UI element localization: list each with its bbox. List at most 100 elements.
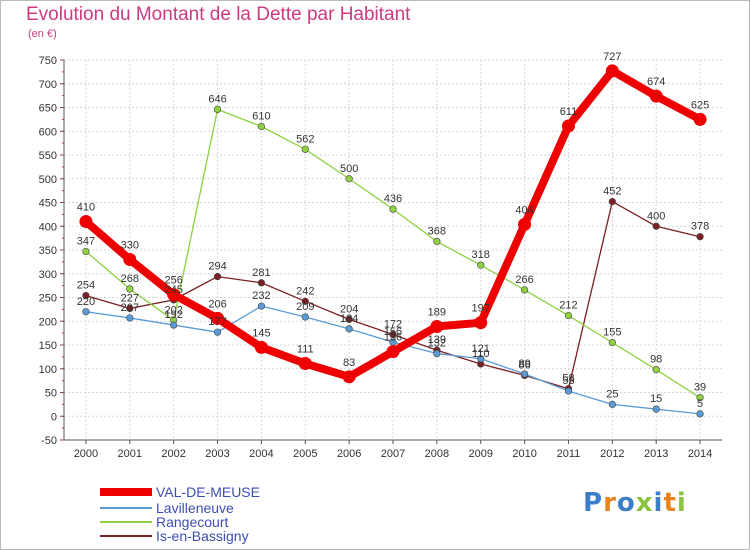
data-label-val-de-meuse: 206 [208, 298, 226, 310]
series-lines [79, 64, 707, 418]
data-point-is-en-bassigny [652, 222, 660, 230]
data-label-is-en-bassigny: 452 [603, 186, 621, 198]
y-tick-label: 50 [45, 388, 57, 400]
x-tick-label: 2006 [337, 448, 361, 460]
data-label-is-en-bassigny: 86 [518, 359, 530, 371]
data-point-val-de-meuse [605, 64, 619, 78]
data-point-lavilleneuve [345, 325, 353, 333]
legend-swatch-lavilleneuve [100, 507, 152, 509]
data-point-is-en-bassigny [345, 315, 353, 323]
data-point-lavilleneuve [477, 355, 485, 363]
axes: 7507006506005505004504003503002502001501… [39, 55, 722, 460]
legend-label: Rangecourt [156, 514, 229, 530]
x-tick-label: 2005 [293, 448, 317, 460]
data-label-val-de-meuse: 197 [472, 303, 490, 315]
data-label-rangecourt: 268 [121, 273, 139, 285]
data-point-val-de-meuse [693, 112, 707, 126]
data-labels: 254 227 245 294 281 242 204 172 139 110 86 58 452 400… [77, 51, 709, 410]
data-point-val-de-meuse [430, 319, 444, 333]
data-label-val-de-meuse: 625 [691, 99, 709, 111]
y-tick-label: 300 [39, 269, 57, 281]
y-tick-label: 400 [39, 221, 57, 233]
data-label-rangecourt: 266 [515, 274, 533, 286]
data-label-rangecourt: 98 [650, 354, 662, 366]
data-label-val-de-meuse: 136 [384, 332, 402, 344]
data-label-lavilleneuve: 89 [518, 358, 530, 370]
data-label-val-de-meuse: 330 [121, 240, 139, 252]
data-label-rangecourt: 39 [694, 382, 706, 394]
x-tick-label: 2009 [468, 448, 492, 460]
data-label-rangecourt: 610 [252, 111, 270, 123]
data-label-is-en-bassigny: 400 [647, 210, 665, 222]
x-tick-label: 2014 [688, 448, 712, 460]
data-label-is-en-bassigny: 378 [691, 221, 709, 233]
data-label-lavilleneuve: 177 [208, 316, 226, 328]
data-point-val-de-meuse [254, 340, 268, 354]
data-point-is-en-bassigny [82, 292, 90, 300]
x-tick-label: 2010 [512, 448, 536, 460]
legend-label: Is-en-Bassigny [156, 528, 249, 544]
data-label-lavilleneuve: 207 [121, 302, 139, 314]
data-point-rangecourt [564, 311, 573, 320]
logo-letter: i [653, 488, 664, 518]
data-label-lavilleneuve: 232 [252, 290, 270, 302]
x-tick-label: 2000 [74, 448, 98, 460]
data-point-lavilleneuve [433, 349, 441, 358]
data-point-lavilleneuve [213, 328, 222, 336]
data-point-lavilleneuve [696, 410, 704, 418]
data-label-is-en-bassigny: 172 [384, 319, 402, 331]
data-point-val-de-meuse [649, 89, 663, 103]
data-label-rangecourt: 436 [384, 193, 402, 205]
data-point-is-en-bassigny [257, 279, 266, 287]
data-label-lavilleneuve: 220 [77, 296, 95, 308]
data-point-rangecourt [433, 237, 441, 246]
y-tick-label: 150 [39, 340, 57, 352]
logo-letter: r [603, 488, 617, 518]
data-point-lavilleneuve [126, 314, 134, 322]
data-label-rangecourt: 318 [472, 249, 490, 261]
data-label-lavilleneuve: 5 [697, 398, 703, 410]
x-tick-label: 2011 [557, 448, 581, 460]
x-tick-label: 2004 [249, 448, 273, 460]
data-point-val-de-meuse [298, 357, 312, 371]
data-label-val-de-meuse: 83 [343, 357, 355, 369]
data-label-lavilleneuve: 156 [384, 326, 402, 338]
data-label-rangecourt: 500 [340, 163, 358, 175]
logo-letter: i [676, 488, 687, 518]
data-point-rangecourt [257, 122, 266, 131]
data-point-lavilleneuve [520, 370, 529, 378]
data-point-lavilleneuve [652, 405, 660, 413]
y-tick-label: 550 [39, 150, 57, 162]
data-point-rangecourt [520, 286, 529, 294]
data-label-is-en-bassigny: 281 [252, 267, 270, 279]
data-label-val-de-meuse: 145 [252, 327, 270, 339]
logo-letter: x [635, 488, 654, 518]
y-tick-label: -50 [41, 435, 57, 447]
data-point-lavilleneuve [564, 387, 573, 395]
data-label-is-en-bassigny: 294 [208, 261, 226, 273]
data-label-lavilleneuve: 192 [164, 309, 182, 321]
data-label-rangecourt: 368 [428, 225, 446, 237]
data-point-is-en-bassigny [213, 273, 222, 281]
x-tick-label: 2007 [381, 448, 405, 460]
data-label-lavilleneuve: 209 [296, 301, 314, 313]
data-point-lavilleneuve [608, 400, 616, 408]
data-label-val-de-meuse: 404 [515, 204, 533, 216]
y-tick-label: 100 [39, 364, 57, 376]
proxiti-logo: Proxiti [583, 488, 687, 518]
y-tick-label: 650 [39, 103, 57, 115]
data-point-lavilleneuve [170, 321, 178, 329]
chart-subtitle: (en €) [28, 28, 57, 40]
data-point-val-de-meuse [211, 311, 225, 325]
grid-lines [64, 59, 722, 441]
y-tick-label: 750 [39, 55, 57, 67]
logo-letter: o [616, 488, 636, 518]
legend-label: Lavilleneuve [156, 500, 234, 516]
data-point-val-de-meuse [79, 215, 93, 228]
x-tick-label: 2001 [118, 448, 142, 460]
data-point-lavilleneuve [257, 302, 266, 310]
data-point-rangecourt [696, 394, 704, 402]
data-label-val-de-meuse: 410 [77, 202, 95, 214]
data-point-is-en-bassigny [696, 233, 704, 241]
